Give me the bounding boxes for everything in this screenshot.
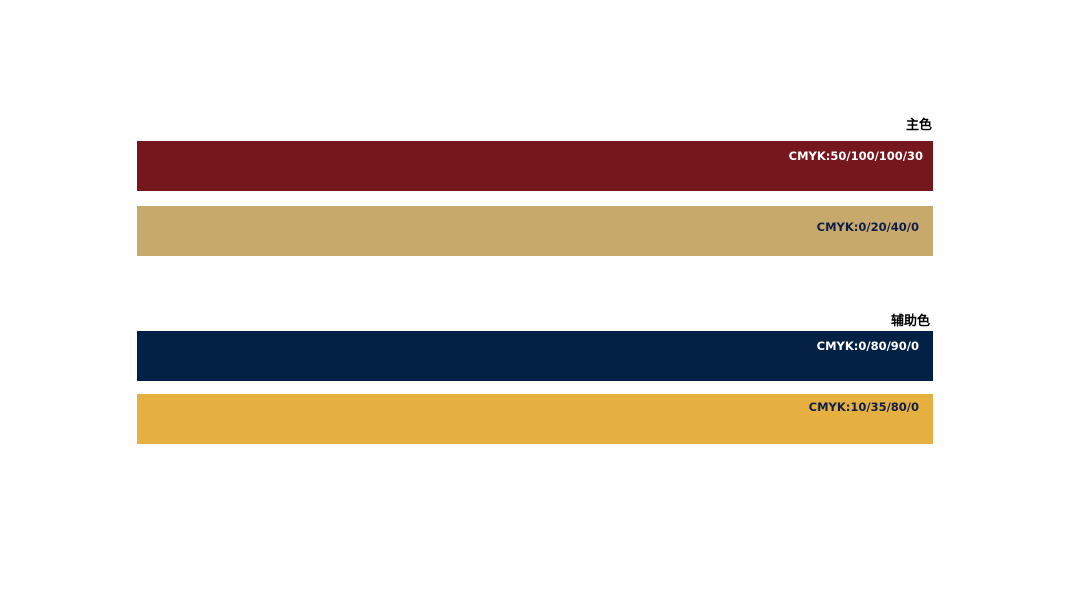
swatch-label: CMYK:0/80/90/0 xyxy=(816,339,919,353)
primary-swatch-1: CMYK:50/100/100/30 xyxy=(137,141,933,191)
secondary-swatch-1: CMYK:0/80/90/0 xyxy=(137,331,933,381)
swatch-label: CMYK:0/20/40/0 xyxy=(816,220,919,234)
secondary-colors-heading: 辅助色 xyxy=(890,314,930,329)
primary-swatch-2: CMYK:0/20/40/0 xyxy=(137,206,933,256)
swatch-label: CMYK:50/100/100/30 xyxy=(788,149,923,163)
swatch-label: CMYK:10/35/80/0 xyxy=(808,400,919,414)
primary-colors-heading: 主色 xyxy=(905,118,932,133)
secondary-swatch-2: CMYK:10/35/80/0 xyxy=(137,394,933,444)
